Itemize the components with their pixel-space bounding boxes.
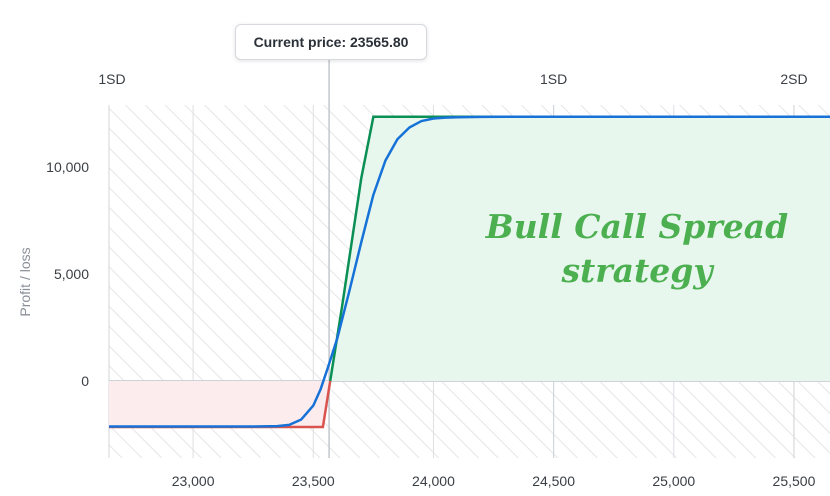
x-tick-label: 25,500 — [773, 473, 816, 489]
current-price-tooltip: Current price: 23565.80 — [235, 24, 427, 60]
x-tick-label: 23,500 — [292, 473, 335, 489]
sd-label: 1SD — [98, 71, 125, 87]
strategy-title-line-2: strategy — [560, 251, 715, 290]
y-axis-label: Profit / loss — [17, 247, 33, 316]
x-tick-label: 24,500 — [532, 473, 575, 489]
sd-label: 2SD — [780, 71, 807, 87]
y-tick-label: 10,000 — [46, 159, 89, 175]
strategy-title-line-1: Bull Call Spread — [485, 207, 788, 246]
y-tick-label: 5,000 — [54, 266, 89, 282]
profit-area — [330, 116, 830, 381]
payoff-today-line — [109, 115, 830, 428]
y-tick-label: 0 — [81, 373, 89, 389]
sd-label: 1SD — [540, 71, 567, 87]
x-tick-label: 24,000 — [412, 473, 455, 489]
x-tick-label: 25,000 — [652, 473, 695, 489]
x-tick-label: 23,000 — [172, 473, 215, 489]
loss-area — [109, 380, 331, 427]
